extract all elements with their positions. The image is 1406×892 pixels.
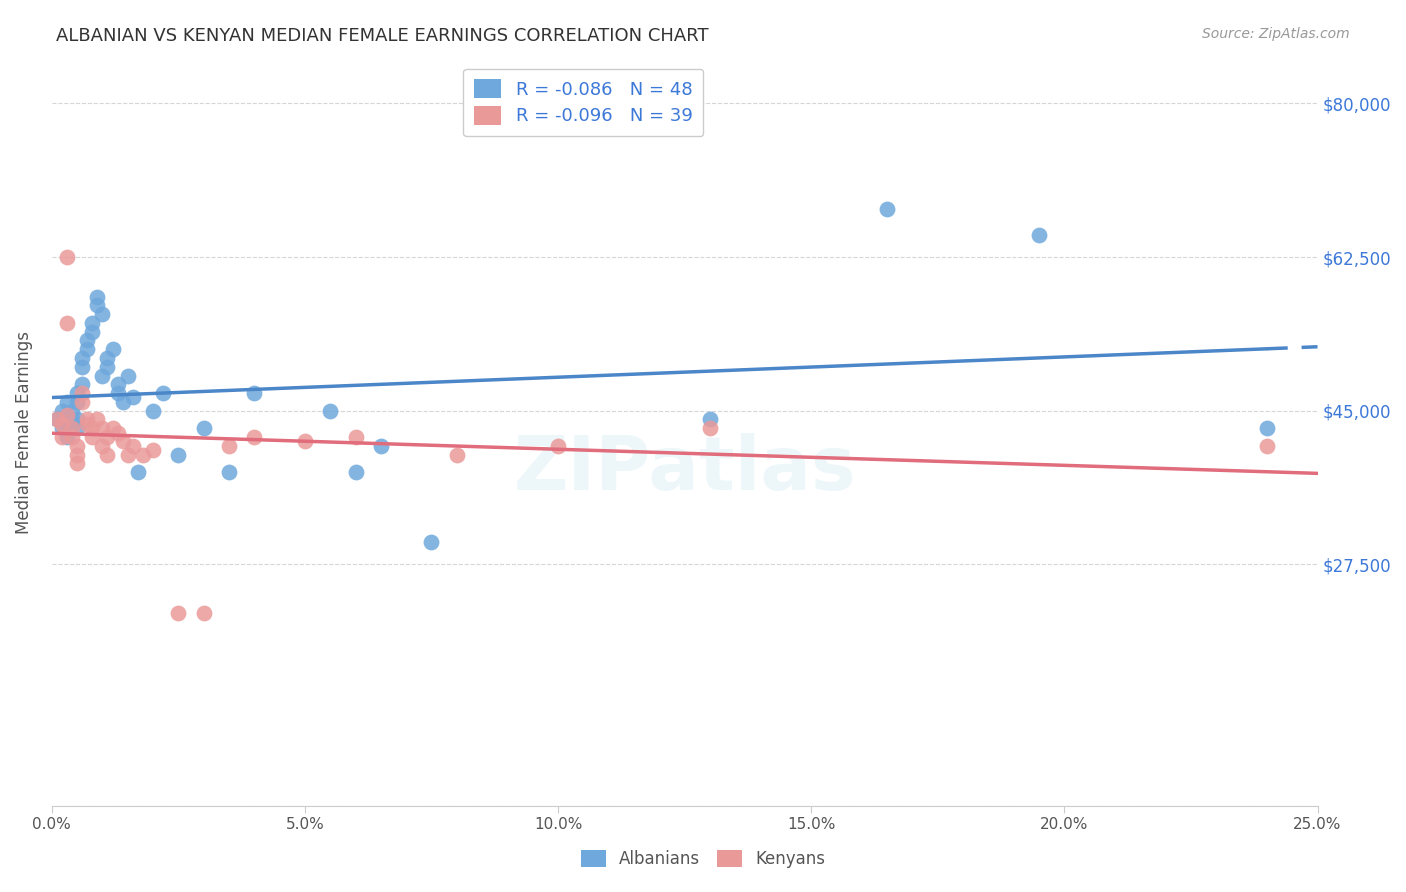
- Point: [86, 298, 108, 312]
- Point: [446, 448, 468, 462]
- Point: [91, 368, 114, 383]
- Legend: Albanians, Kenyans: Albanians, Kenyans: [574, 843, 832, 875]
- Point: [127, 465, 149, 479]
- Point: [420, 535, 443, 549]
- Point: [76, 412, 98, 426]
- Point: [876, 202, 898, 216]
- Point: [66, 395, 89, 409]
- Point: [91, 307, 114, 321]
- Point: [193, 606, 215, 620]
- Point: [142, 403, 165, 417]
- Point: [60, 412, 83, 426]
- Point: [51, 403, 73, 417]
- Point: [117, 368, 139, 383]
- Point: [243, 386, 266, 401]
- Point: [101, 343, 124, 357]
- Point: [76, 343, 98, 357]
- Point: [66, 421, 89, 435]
- Point: [86, 412, 108, 426]
- Point: [86, 289, 108, 303]
- Point: [1256, 439, 1278, 453]
- Point: [699, 421, 721, 435]
- Point: [60, 403, 83, 417]
- Point: [82, 430, 104, 444]
- Point: [45, 412, 67, 426]
- Point: [51, 421, 73, 435]
- Legend: R = -0.086   N = 48, R = -0.096   N = 39: R = -0.086 N = 48, R = -0.096 N = 39: [464, 69, 703, 136]
- Point: [344, 465, 367, 479]
- Point: [60, 430, 83, 444]
- Point: [56, 430, 79, 444]
- Point: [96, 351, 118, 365]
- Point: [70, 395, 93, 409]
- Point: [294, 434, 316, 449]
- Point: [142, 443, 165, 458]
- Point: [56, 250, 79, 264]
- Point: [218, 465, 240, 479]
- Point: [56, 316, 79, 330]
- Point: [82, 421, 104, 435]
- Point: [167, 448, 190, 462]
- Point: [56, 421, 79, 435]
- Point: [193, 421, 215, 435]
- Point: [51, 430, 73, 444]
- Point: [91, 439, 114, 453]
- Point: [66, 412, 89, 426]
- Point: [96, 359, 118, 374]
- Point: [96, 430, 118, 444]
- Point: [111, 434, 134, 449]
- Point: [121, 439, 143, 453]
- Point: [1028, 228, 1050, 243]
- Point: [66, 386, 89, 401]
- Point: [60, 421, 83, 435]
- Point: [66, 448, 89, 462]
- Point: [82, 316, 104, 330]
- Point: [370, 439, 392, 453]
- Point: [1256, 421, 1278, 435]
- Point: [243, 430, 266, 444]
- Point: [121, 391, 143, 405]
- Point: [547, 439, 569, 453]
- Text: ALBANIAN VS KENYAN MEDIAN FEMALE EARNINGS CORRELATION CHART: ALBANIAN VS KENYAN MEDIAN FEMALE EARNING…: [56, 27, 709, 45]
- Point: [70, 386, 93, 401]
- Point: [96, 448, 118, 462]
- Point: [111, 395, 134, 409]
- Point: [107, 377, 129, 392]
- Point: [91, 421, 114, 435]
- Point: [218, 439, 240, 453]
- Y-axis label: Median Female Earnings: Median Female Earnings: [15, 331, 32, 534]
- Text: ZIPatlas: ZIPatlas: [513, 434, 856, 507]
- Point: [132, 448, 155, 462]
- Point: [107, 386, 129, 401]
- Point: [70, 351, 93, 365]
- Point: [117, 448, 139, 462]
- Point: [699, 412, 721, 426]
- Point: [56, 408, 79, 422]
- Point: [76, 334, 98, 348]
- Point: [107, 425, 129, 440]
- Point: [76, 417, 98, 431]
- Text: Source: ZipAtlas.com: Source: ZipAtlas.com: [1202, 27, 1350, 41]
- Point: [51, 417, 73, 431]
- Point: [56, 395, 79, 409]
- Point: [101, 421, 124, 435]
- Point: [56, 408, 79, 422]
- Point: [70, 377, 93, 392]
- Point: [66, 456, 89, 470]
- Point: [344, 430, 367, 444]
- Point: [167, 606, 190, 620]
- Point: [319, 403, 342, 417]
- Point: [60, 417, 83, 431]
- Point: [82, 325, 104, 339]
- Point: [45, 412, 67, 426]
- Point: [70, 359, 93, 374]
- Point: [66, 439, 89, 453]
- Point: [152, 386, 174, 401]
